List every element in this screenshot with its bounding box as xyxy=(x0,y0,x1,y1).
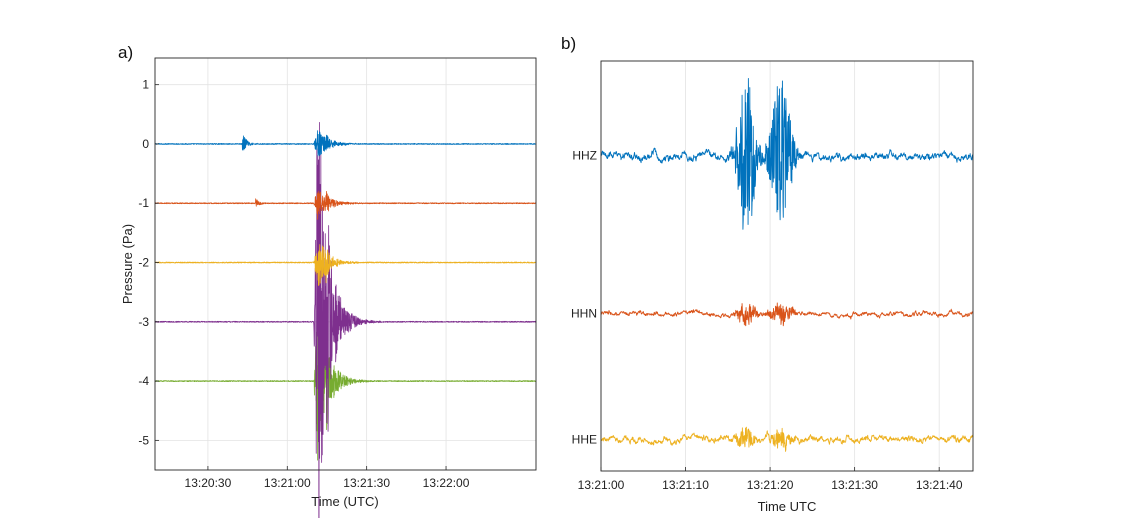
panel-a-x-tick-label: 13:21:30 xyxy=(343,476,390,490)
panel-a-x-tick-label: 13:20:30 xyxy=(185,476,232,490)
panel-b-series-hhn xyxy=(600,302,974,327)
panel-b-x-tick-label: 13:21:30 xyxy=(831,478,878,492)
panel-a-series-trace-1 xyxy=(154,130,537,157)
panel-a-series-trace-4 xyxy=(154,121,537,518)
panel-b-series-hhe xyxy=(600,426,974,452)
panel-a-y-axis-label: Pressure (Pa) xyxy=(120,224,135,304)
panel-a-y-ticks: 1 0 -1 -2 -3 -4 -5 xyxy=(138,78,159,447)
panel-b-channel-label-hhz: HHZ xyxy=(572,149,597,163)
panel-a-x-tick-label: 13:22:00 xyxy=(423,476,470,490)
panel-b-channel-label-hhe: HHE xyxy=(572,432,597,446)
panel-a-traces xyxy=(154,121,537,518)
panel-a-y-tick-label: -2 xyxy=(138,256,149,270)
panel-a-series-trace-2 xyxy=(154,190,537,220)
panel-a-y-tick-label: -4 xyxy=(138,374,149,388)
panel-b-label: b) xyxy=(561,34,576,53)
panel-a-frame xyxy=(154,57,537,471)
panel-a-y-tick-label: 0 xyxy=(142,137,149,151)
panel-a-x-axis-label: Time (UTC) xyxy=(311,494,378,509)
panel-b-traces xyxy=(600,78,974,452)
panel-a-y-tick-label: -3 xyxy=(138,315,149,329)
panel-a-x-ticks: 13:20:30 13:21:00 13:21:30 13:22:00 xyxy=(185,466,470,490)
panel-b-x-tick-label: 13:21:10 xyxy=(662,478,709,492)
panel-a-series-trace-3 xyxy=(154,244,537,286)
panel-b-x-axis-label: Time UTC xyxy=(758,499,817,514)
panel-a-x-tick-label: 13:21:00 xyxy=(264,476,311,490)
panel-b-x-tick-label: 13:21:40 xyxy=(916,478,963,492)
panel-a-y-tick-label: -1 xyxy=(138,196,149,210)
panel-b-frame xyxy=(600,60,974,472)
panel-a-y-tick-label: 1 xyxy=(142,78,149,92)
panel-b-x-ticks: 13:21:00 13:21:10 13:21:20 13:21:30 13:21:40 xyxy=(578,467,963,492)
panel-b-x-tick-label: 13:21:00 xyxy=(578,478,625,492)
panel-b-series-hhz xyxy=(600,78,974,230)
panel-a-series-trace-5 xyxy=(154,308,537,461)
panel-b-channel-label-hhn: HHN xyxy=(571,306,597,320)
panel-a-label: a) xyxy=(118,43,133,62)
panel-b-x-tick-label: 13:21:20 xyxy=(747,478,794,492)
panel-a-y-tick-label: -5 xyxy=(138,433,149,447)
panel-a-plot-area xyxy=(155,58,536,470)
panel-b-channel-labels: HHZ HHN HHE xyxy=(571,149,597,447)
